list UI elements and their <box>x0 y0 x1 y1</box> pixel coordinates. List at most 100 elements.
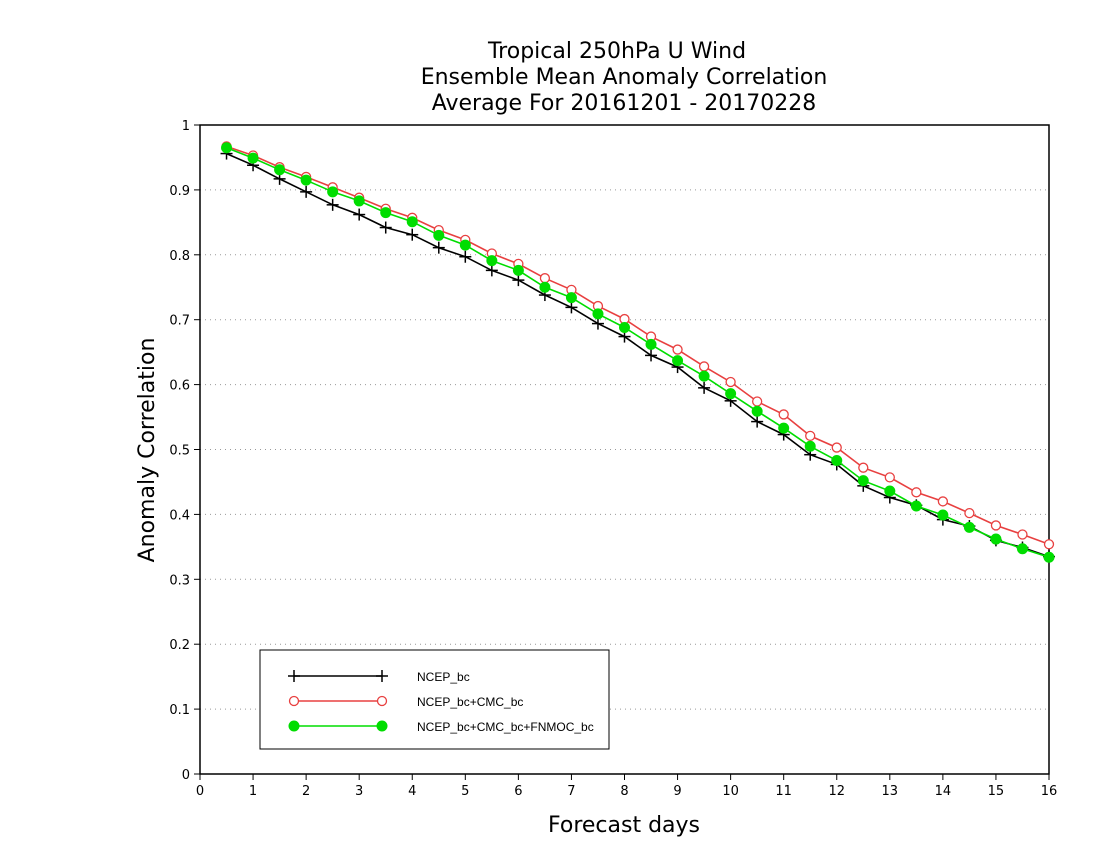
data-point <box>990 520 1002 531</box>
x-tick-label: 1 <box>249 784 257 799</box>
chart-title: Tropical 250hPa U Wind Ensemble Mean Ano… <box>421 39 828 116</box>
legend-label: NCEP_bc+CMC_bc <box>417 695 523 709</box>
data-point <box>353 195 365 207</box>
y-tick-label: 0.6 <box>169 379 190 394</box>
y-tick-label: 0.2 <box>169 638 190 653</box>
data-point <box>751 405 763 417</box>
data-point <box>1016 543 1028 555</box>
legend: NCEP_bc NCEP_bc+CMC_bc NCEP_bc+CMC_bc+FNMO… <box>259 649 610 750</box>
data-point <box>857 475 869 487</box>
data-point <box>911 487 922 498</box>
data-point <box>406 216 418 228</box>
grid-lines <box>200 189 1049 710</box>
data-point <box>831 455 843 467</box>
data-point <box>804 440 816 452</box>
legend-marker <box>288 695 300 707</box>
x-tick-label: 12 <box>828 784 845 799</box>
legend-label: NCEP_bc+CMC_bc+FNMOC_bc <box>417 720 594 734</box>
y-tick-label: 0.1 <box>169 703 190 718</box>
data-point <box>459 239 471 251</box>
legend-marker <box>288 720 300 732</box>
x-tick-label: 7 <box>567 784 575 799</box>
data-point <box>1043 539 1055 550</box>
x-tick-label: 11 <box>775 784 792 799</box>
legend-marker <box>376 695 388 707</box>
legend-marker <box>376 670 388 682</box>
x-tick-label: 16 <box>1041 784 1058 799</box>
y-axis-label: Anomaly Correlation <box>135 338 160 563</box>
y-tick-label: 0.9 <box>169 184 190 199</box>
x-tick-label: 8 <box>620 784 628 799</box>
legend-item-0: NCEP_bc <box>288 670 470 684</box>
data-point <box>778 422 790 434</box>
data-point <box>459 250 472 263</box>
title-line-2: Ensemble Mean Anomaly Correlation <box>421 65 828 90</box>
data-point <box>725 376 736 388</box>
data-point <box>379 221 392 234</box>
data-point <box>485 264 498 277</box>
data-point <box>432 241 445 254</box>
data-point <box>752 396 763 407</box>
data-point <box>592 308 604 320</box>
x-tick-label: 9 <box>673 784 681 799</box>
series-layer <box>220 141 1055 563</box>
data-point <box>380 207 392 219</box>
data-point <box>247 152 259 164</box>
legend-box <box>259 649 610 750</box>
x-tick-label: 15 <box>988 784 1005 799</box>
data-point <box>512 264 524 276</box>
data-point <box>645 349 658 362</box>
y-tick-label: 0.4 <box>169 508 190 523</box>
data-point <box>778 409 789 420</box>
x-tick-label: 0 <box>196 784 204 799</box>
data-point <box>725 388 737 400</box>
data-point <box>539 273 551 284</box>
axis-ticks: 00.10.20.30.40.50.60.70.80.910 1 2 3 4 5 6 7 8 9 1… <box>169 119 1057 799</box>
data-point <box>486 255 498 267</box>
data-point <box>645 338 657 350</box>
data-point <box>565 301 578 314</box>
x-tick-label: 10 <box>722 784 739 799</box>
data-point <box>698 361 710 372</box>
series-0 <box>220 147 1055 563</box>
data-point <box>990 533 1002 545</box>
legend-marker <box>288 670 300 682</box>
data-point <box>300 174 312 186</box>
series-2 <box>221 142 1055 563</box>
x-tick-label: 6 <box>514 784 522 799</box>
x-tick-label: 14 <box>935 784 952 799</box>
data-point <box>433 229 445 241</box>
data-point <box>831 442 842 453</box>
legend-item-2: NCEP_bc+CMC_bc+FNMOC_bc <box>288 720 594 734</box>
x-tick-label: 2 <box>302 784 310 799</box>
y-tick-label: 0.5 <box>169 444 190 459</box>
x-tick-label: 5 <box>461 784 469 799</box>
y-tick-label: 1 <box>182 119 190 134</box>
data-point <box>619 321 630 333</box>
data-point <box>698 370 710 382</box>
data-point <box>672 344 683 355</box>
x-axis-label: Forecast days <box>548 813 700 838</box>
data-point <box>963 521 975 533</box>
y-tick-label: 0.3 <box>169 573 190 588</box>
y-tick-label: 0.8 <box>169 249 190 264</box>
data-point <box>937 496 949 507</box>
data-point <box>884 485 896 497</box>
data-point <box>910 500 922 512</box>
data-point <box>591 317 604 330</box>
data-point <box>327 186 339 198</box>
y-tick-label: 0.7 <box>169 314 190 329</box>
data-point <box>565 292 577 304</box>
data-point <box>672 355 684 367</box>
data-point <box>539 281 551 293</box>
data-point <box>805 430 816 442</box>
data-point <box>353 208 366 221</box>
data-point <box>326 198 339 211</box>
title-line-3: Average For 20161201 - 20170228 <box>432 91 817 116</box>
y-tick-label: 0 <box>182 768 190 783</box>
x-tick-label: 4 <box>408 784 416 799</box>
data-point <box>1017 529 1028 540</box>
data-point <box>274 164 286 176</box>
data-point <box>858 462 869 473</box>
